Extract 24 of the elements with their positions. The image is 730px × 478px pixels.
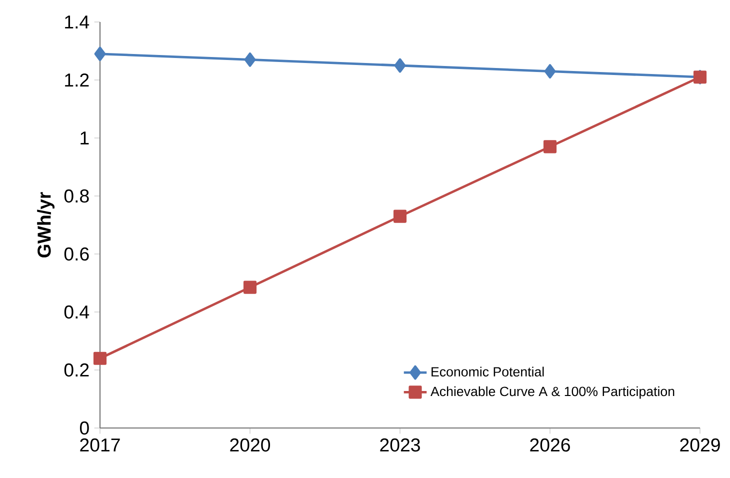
point bbox=[394, 58, 406, 73]
point bbox=[393, 210, 407, 223]
point bbox=[244, 52, 256, 67]
legend-label: Economic Potential bbox=[432, 366, 544, 377]
y-tick-label: 0.4 bbox=[64, 305, 90, 319]
point bbox=[544, 64, 556, 78]
point bbox=[93, 352, 107, 365]
point bbox=[543, 140, 557, 154]
y-tick-label: 0.2 bbox=[64, 363, 89, 377]
point bbox=[243, 280, 257, 294]
x-tick-label: 2017 bbox=[80, 438, 120, 452]
x-tick-label: 2029 bbox=[680, 438, 720, 452]
x-tick-label: 2026 bbox=[530, 438, 570, 452]
y-tick-label: 0 bbox=[80, 421, 89, 435]
y-tick-label: 0.6 bbox=[64, 247, 89, 261]
x-tick-label: 2020 bbox=[230, 438, 270, 452]
y-tick-label: 1.2 bbox=[65, 73, 89, 87]
y-tick-label: 1 bbox=[80, 132, 89, 144]
y-axis-title: GWh/yr bbox=[37, 192, 54, 258]
legend-label: Achievable Curve A & 100% Participation bbox=[430, 386, 674, 399]
y-tick-label: 0.8 bbox=[64, 189, 89, 203]
y-tick-label: 1.4 bbox=[65, 16, 90, 28]
point bbox=[94, 46, 106, 62]
x-tick-label: 2023 bbox=[380, 438, 420, 452]
